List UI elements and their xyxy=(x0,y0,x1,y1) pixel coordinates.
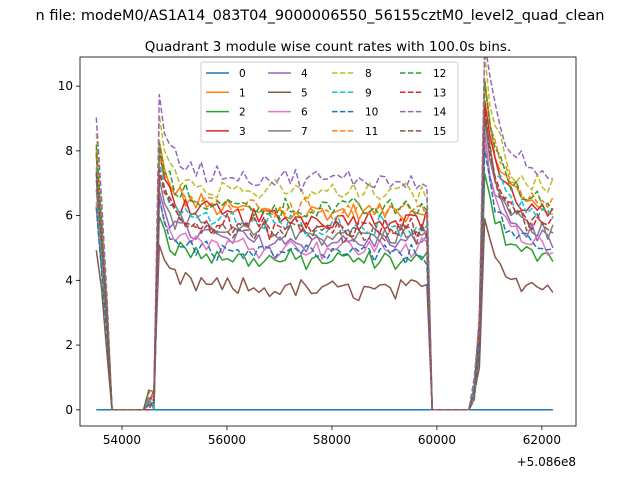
series-line-15 xyxy=(95,116,554,411)
legend-box xyxy=(200,61,459,143)
y-tick-label: 8 xyxy=(65,144,73,158)
x-tick-label: 62000 xyxy=(523,433,561,447)
legend-label-8: 8 xyxy=(365,68,372,80)
y-tick-label: 4 xyxy=(65,273,73,287)
figure-suptitle: n file: modeM0/AS1A14_083T04_9000006550_… xyxy=(36,8,605,24)
legend-label-4: 4 xyxy=(301,68,308,80)
legend-label-2: 2 xyxy=(239,107,246,119)
y-axis: 0 2 4 6 8 10 xyxy=(58,79,80,417)
legend-label-3: 3 xyxy=(239,126,246,138)
series-line-14 xyxy=(95,57,554,411)
legend-label-7: 7 xyxy=(301,126,308,138)
y-tick-label: 2 xyxy=(65,338,73,352)
series-line-8 xyxy=(95,57,554,411)
plot-lines xyxy=(95,57,554,411)
y-tick-label: 0 xyxy=(65,403,73,417)
x-axis-offset-label: +5.086e8 xyxy=(517,455,576,469)
legend-label-9: 9 xyxy=(365,87,372,99)
legend-label-12: 12 xyxy=(433,68,446,80)
series-line-10 xyxy=(95,149,554,411)
legend-label-14: 14 xyxy=(433,107,447,119)
x-tick-label: 60000 xyxy=(418,433,456,447)
y-tick-label: 6 xyxy=(65,209,73,223)
legend-label-1: 1 xyxy=(239,87,246,99)
legend-label-0: 0 xyxy=(239,68,246,80)
legend-label-13: 13 xyxy=(433,87,446,99)
x-axis: 54000 56000 58000 60000 62000 xyxy=(103,426,561,447)
x-tick-label: 58000 xyxy=(313,433,351,447)
legend-label-5: 5 xyxy=(301,87,308,99)
legend-label-6: 6 xyxy=(301,107,308,119)
series-line-11 xyxy=(95,82,554,411)
plot-frame xyxy=(79,56,577,427)
y-tick-label: 10 xyxy=(58,79,73,93)
legend-label-10: 10 xyxy=(365,107,378,119)
legend-label-11: 11 xyxy=(365,126,378,138)
x-tick-label: 54000 xyxy=(103,433,141,447)
series-line-12 xyxy=(95,80,554,411)
x-tick-label: 56000 xyxy=(208,433,246,447)
chart-title: Quadrant 3 module wise count rates with … xyxy=(145,39,511,55)
legend-label-15: 15 xyxy=(433,126,446,138)
